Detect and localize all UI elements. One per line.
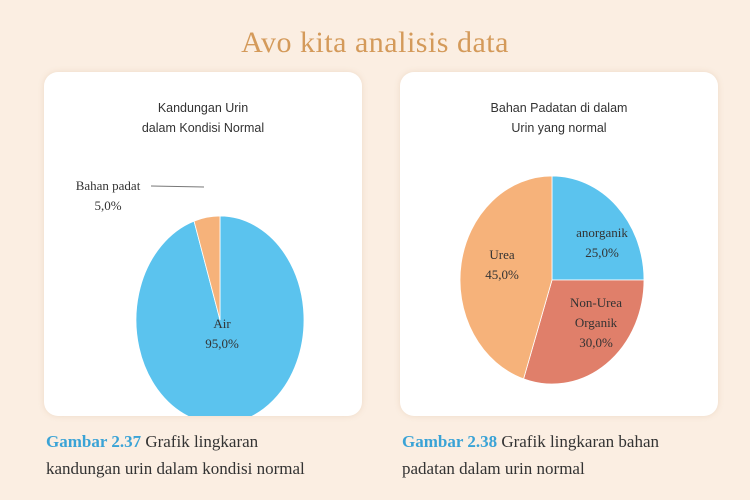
caption-text-line-1: Grafik lingkaran: [145, 432, 259, 451]
figure-number: Gambar 2.37: [46, 432, 142, 451]
pie-slice-non-urea-organik: [523, 279, 645, 385]
page-title: Avo kita analisis data: [241, 26, 509, 59]
chart-title-line-1: Kandungan Urin: [157, 101, 249, 115]
chart-card-solids: Bahan Padatan di dalam Urin yang normal …: [400, 72, 718, 416]
caption-text-line-2: kandungan urin dalam kondisi normal: [46, 459, 305, 478]
pie-slice-label: Bahan padat 5,0%: [76, 178, 141, 213]
pie-slice-label: anorganik 25,0%: [576, 225, 628, 260]
figure-number: Gambar 2.38: [402, 432, 498, 451]
pie-slice-label: Urea 45,0%: [485, 247, 519, 282]
pie-slice-label: Air 95,0%: [205, 316, 239, 351]
chart-title: Kandungan Urin dalam Kondisi Normal: [44, 98, 362, 138]
pie-chart-solids: anorganik 25,0% Non-Urea Organik 30,0% Urea 45…: [459, 175, 645, 385]
chart-card-urine-content: Kandungan Urin dalam Kondisi Normal Air 9…: [44, 72, 362, 416]
pie-chart-urine-content: Air 95,0% Bahan padat 5,0%: [76, 178, 305, 416]
pie-slice-anorganik: [551, 175, 645, 281]
chart-title-line-1: Bahan Padatan di dalam: [490, 101, 628, 115]
pie-slice-label: Non-Urea Organik 30,0%: [570, 295, 622, 350]
pie-slice-urea: [459, 175, 553, 380]
chart-title: Bahan Padatan di dalam Urin yang normal: [400, 98, 718, 138]
chart-title-line-2: dalam Kondisi Normal: [141, 121, 265, 135]
pie-slice-air: [135, 215, 305, 416]
figure-caption-1: Gambar 2.37 Grafik lingkaran kandungan u…: [46, 428, 376, 482]
caption-text-line-1: Grafik lingkaran bahan: [501, 432, 659, 451]
figure-caption-2: Gambar 2.38 Grafik lingkaran bahan padat…: [402, 428, 732, 482]
leader-line: [150, 185, 205, 188]
caption-text-line-2: padatan dalam urin normal: [402, 459, 585, 478]
pie-slice-bahan-padat: [193, 215, 221, 321]
chart-title-line-2: Urin yang normal: [511, 121, 607, 135]
